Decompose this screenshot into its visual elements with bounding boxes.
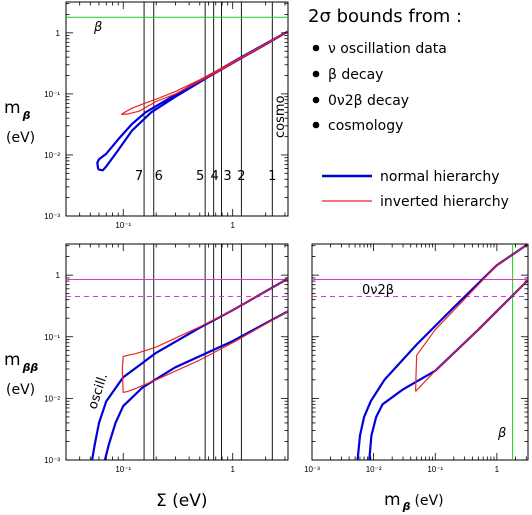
br-xlabel-sub: β: [402, 500, 411, 513]
inverted-hierarchy-curve: [120, 30, 288, 116]
bottom-ylabel-main: m: [4, 350, 21, 370]
oscill-label: oscill.: [86, 372, 112, 412]
inverted-hierarchy-curve: [121, 278, 288, 370]
normal-hierarchy-curve: [103, 310, 288, 460]
x-tick-label: 10⁻¹: [115, 465, 131, 474]
cosmo-label: cosmo: [273, 95, 288, 138]
plot-area: [312, 244, 528, 460]
normal-hierarchy-curve: [96, 30, 288, 172]
y-tick-label: 1: [56, 271, 61, 280]
zvbb-label: 0ν2β: [362, 283, 394, 298]
bullet-beta-decay: β decay: [328, 67, 383, 83]
bottom-left-xlabel: Σ (eV): [156, 491, 208, 511]
plot-area: [66, 244, 288, 460]
inverted-hierarchy-curve: [121, 310, 288, 393]
br-xlabel-unit: (eV): [414, 493, 443, 509]
y-tick-label: 10⁻¹: [44, 90, 60, 99]
x-tick-label: 10⁻²: [366, 465, 382, 474]
y-tick-label: 10⁻¹: [44, 333, 60, 342]
cosmology-bound-number: 2: [237, 169, 245, 184]
plot-area: [66, 2, 288, 216]
normal-hierarchy-curve: [91, 277, 288, 460]
cosmology-bound-number: 7: [135, 169, 143, 184]
bottom-ylabel: m ββ: [4, 350, 38, 374]
cosmology-bound-number: 1: [268, 169, 276, 184]
bottom-ylabel-unit: (eV): [6, 382, 35, 398]
inverted-hierarchy-curve: [415, 279, 528, 392]
bullet-0v2b-decay: 0ν2β decay: [328, 93, 409, 109]
header-bullets: ν oscillation data β decay 0ν2β decay co…: [312, 41, 447, 134]
bottom-ylabel-sub: ββ: [22, 361, 39, 374]
panel-top-frame: [65, 1, 289, 217]
x-tick-label: 10⁻¹: [427, 465, 443, 474]
y-tick-label: 10⁻²: [44, 151, 60, 160]
panel-bottom-right: 10⁻³ 10⁻² 10⁻¹ 1: [304, 244, 528, 474]
y-tick-label: 10⁻³: [44, 456, 60, 465]
x-tick-label: 10⁻³: [304, 465, 320, 474]
legend: normal hierarchy inverted hierarchy: [322, 169, 509, 210]
cosmology-bound-number: 3: [223, 169, 231, 184]
panel-bottom-left-frame: [65, 243, 289, 461]
y-tick-label: 10⁻²: [44, 394, 60, 403]
header-title: 2σ bounds from :: [308, 6, 462, 27]
legend-label-normal: normal hierarchy: [380, 169, 500, 185]
bullet-dot: [312, 96, 320, 104]
normal-hierarchy-curve: [356, 244, 528, 460]
br-xlabel-main: m: [384, 490, 401, 510]
bullet-dot: [312, 70, 320, 78]
bullet-cosmology: cosmology: [328, 118, 403, 134]
legend-label-inverted: inverted hierarchy: [380, 194, 509, 210]
top-ylabel-sub: β: [22, 109, 31, 122]
y-tick-label: 10⁻³: [44, 212, 60, 221]
top-ylabel-main: m: [4, 98, 21, 118]
panel-top: 10⁻¹ 1 10⁻³ 10⁻² 10⁻¹ 1: [44, 2, 288, 230]
bullet-dot: [312, 121, 320, 129]
x-tick-label: 10⁻¹: [115, 221, 131, 230]
y-tick-label: 1: [56, 29, 61, 38]
x-tick-label: 1: [230, 465, 235, 474]
bottom-right-xlabel: m β (eV): [384, 490, 444, 513]
cosmology-bound-number: 4: [211, 169, 219, 184]
cosmology-bound-number: 5: [196, 169, 204, 184]
top-ylabel-unit: (eV): [6, 130, 35, 146]
x-tick-label: 1: [495, 465, 500, 474]
cosmology-bound-number: 6: [155, 169, 163, 184]
bullet-oscillation: ν oscillation data: [328, 41, 447, 57]
panel-bottom-right-frame: [311, 243, 529, 461]
beta-label-bottom-right: β: [497, 426, 506, 441]
beta-label-top: β: [93, 20, 102, 35]
panel-bottom-left: 10⁻¹ 1 10⁻³ 10⁻² 10⁻¹ 1: [44, 244, 288, 474]
x-tick-label: 1: [230, 221, 235, 230]
bullet-dot: [312, 44, 320, 52]
inverted-hierarchy-curve: [415, 244, 528, 392]
